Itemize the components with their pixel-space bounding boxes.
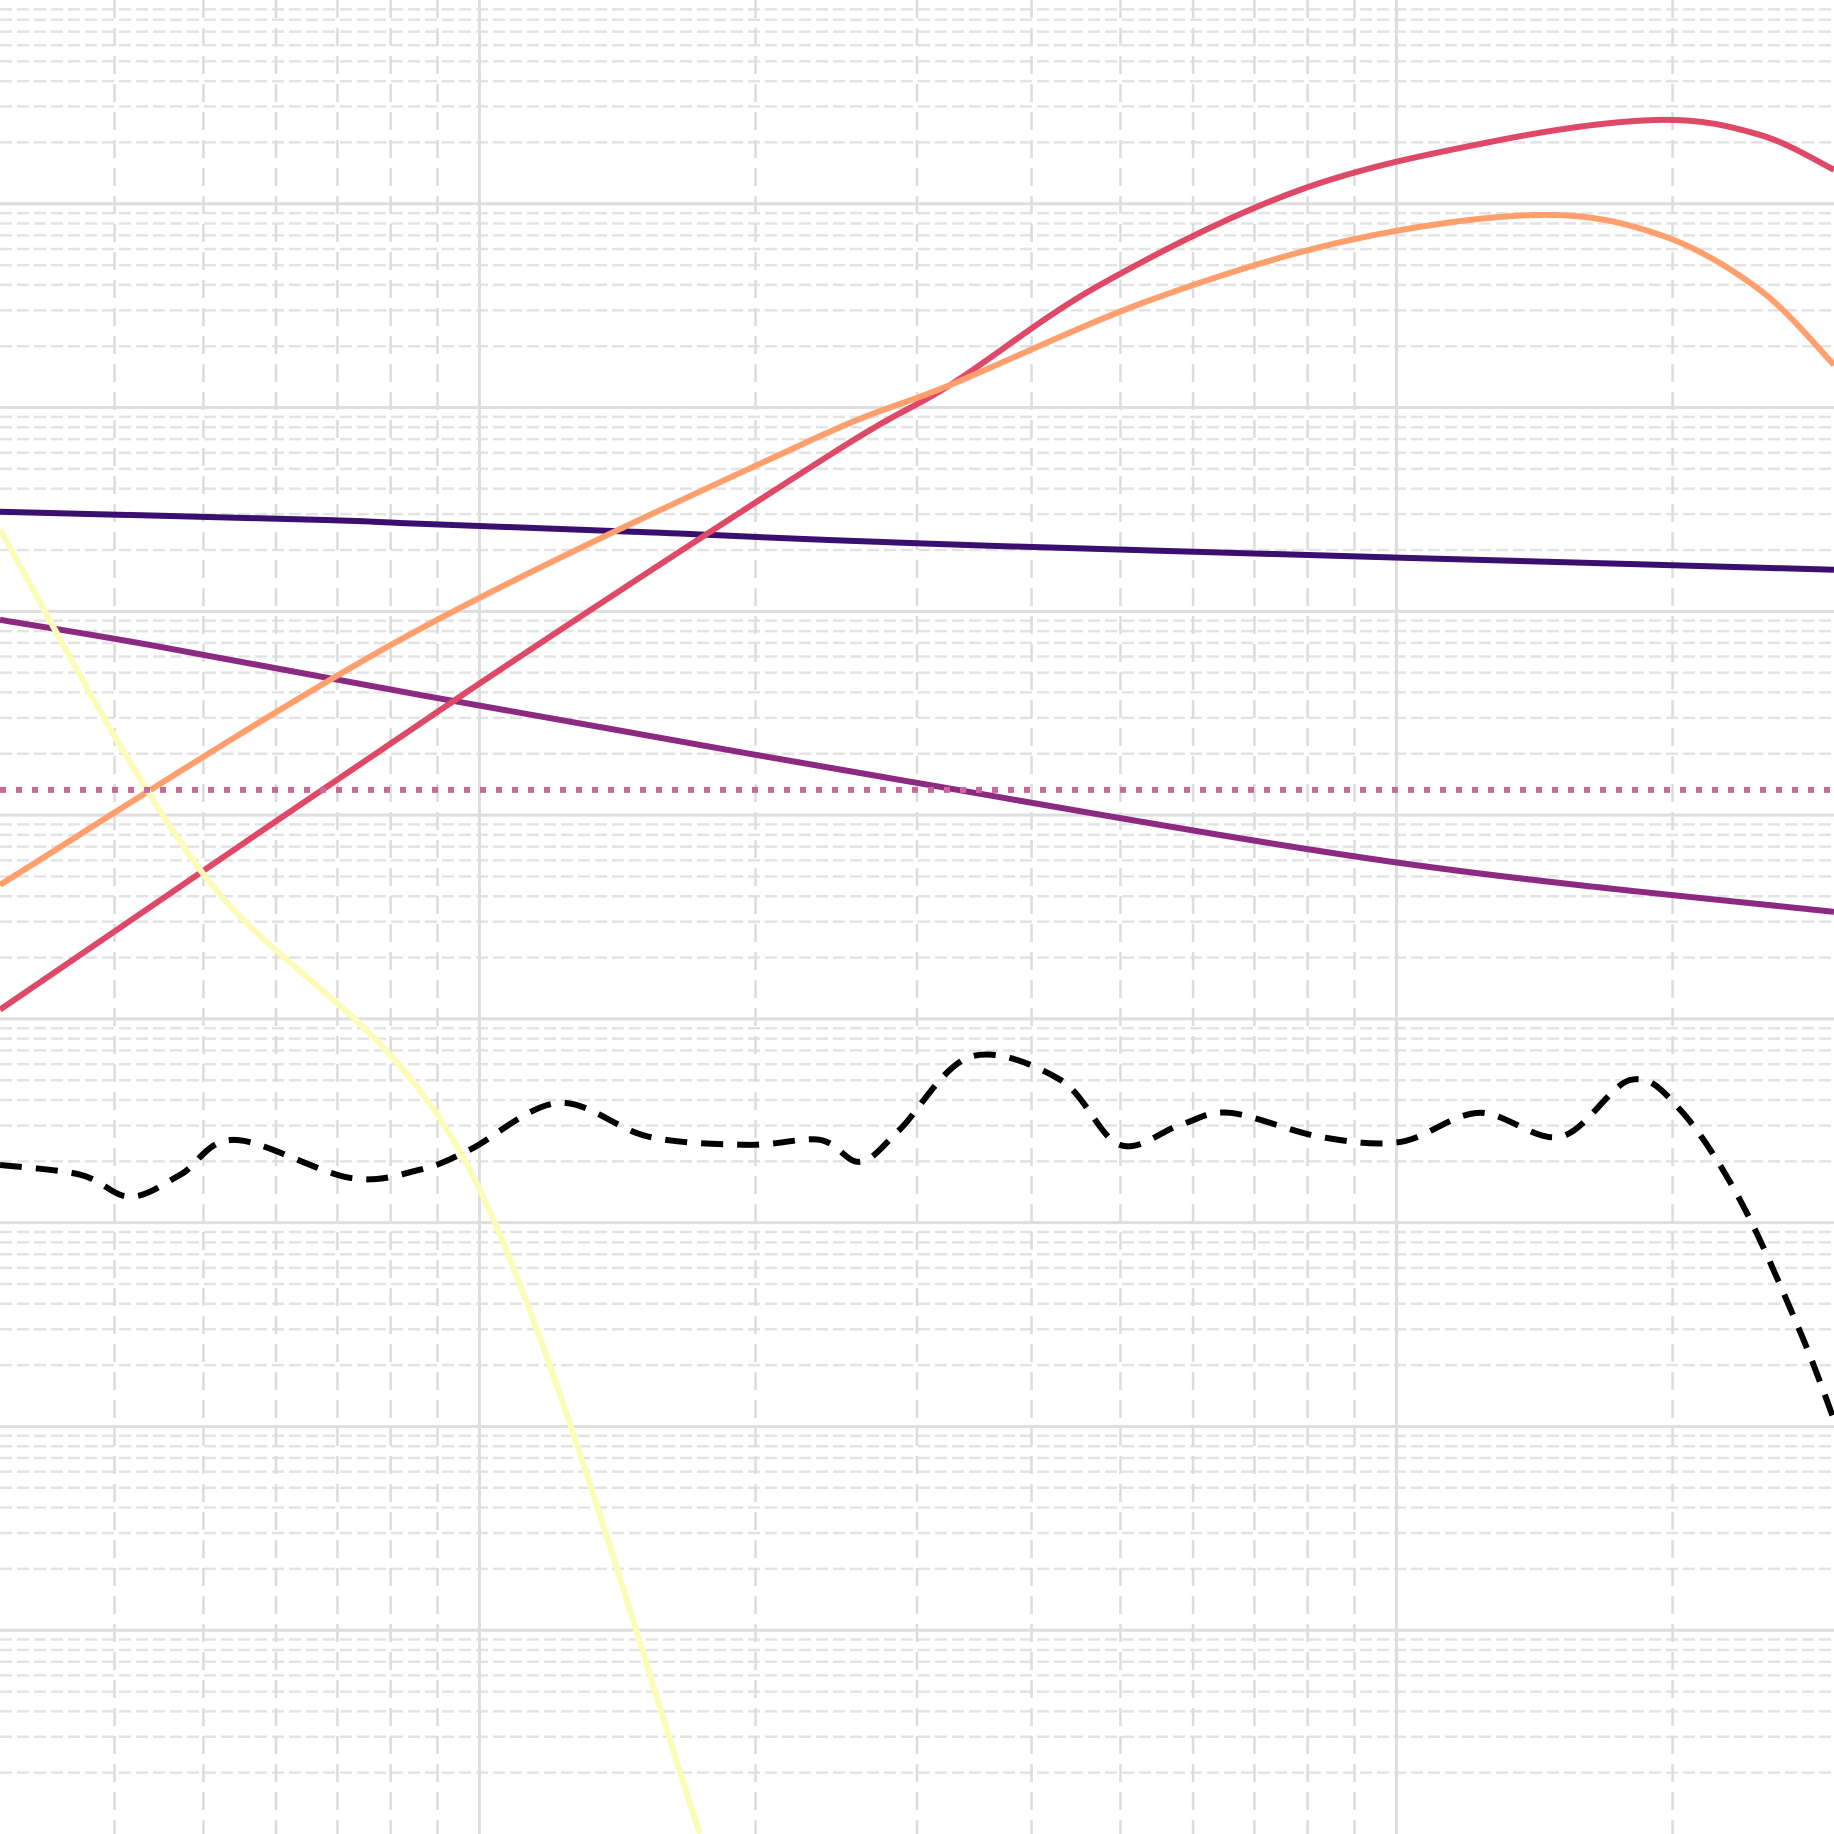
series-line xyxy=(0,116,1834,1013)
series-line xyxy=(0,508,1834,573)
series-line xyxy=(0,528,703,1834)
lines xyxy=(0,116,1834,1834)
series-line xyxy=(0,211,1834,888)
series-line xyxy=(0,1051,1834,1421)
series-line xyxy=(0,616,1834,915)
